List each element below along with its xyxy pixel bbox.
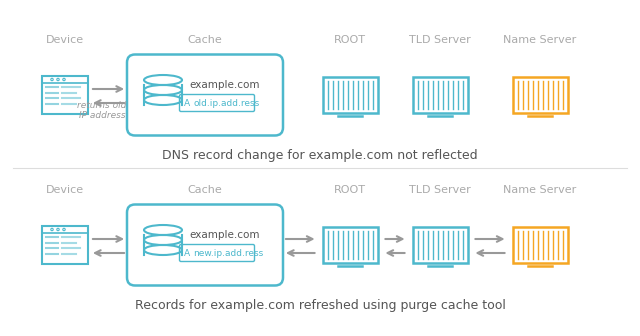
Text: Cache: Cache	[188, 35, 222, 45]
Text: Device: Device	[46, 35, 84, 45]
Text: A: A	[184, 249, 190, 257]
Text: Records for example.com refreshed using purge cache tool: Records for example.com refreshed using …	[134, 298, 506, 311]
Text: DNS record change for example.com not reflected: DNS record change for example.com not re…	[162, 149, 478, 162]
Text: old.ip.add.ress: old.ip.add.ress	[193, 98, 259, 108]
Text: TLD Server: TLD Server	[409, 185, 471, 195]
Text: Name Server: Name Server	[504, 35, 577, 45]
Text: A: A	[184, 98, 190, 108]
Text: new.ip.add.ress: new.ip.add.ress	[193, 249, 263, 257]
Text: example.com: example.com	[189, 80, 259, 90]
Text: Name Server: Name Server	[504, 185, 577, 195]
Text: TLD Server: TLD Server	[409, 35, 471, 45]
Text: Cache: Cache	[188, 185, 222, 195]
Text: Device: Device	[46, 185, 84, 195]
Text: returns old
IP address: returns old IP address	[77, 101, 127, 120]
Text: example.com: example.com	[189, 230, 259, 240]
Text: ROOT: ROOT	[334, 185, 366, 195]
Text: ROOT: ROOT	[334, 35, 366, 45]
